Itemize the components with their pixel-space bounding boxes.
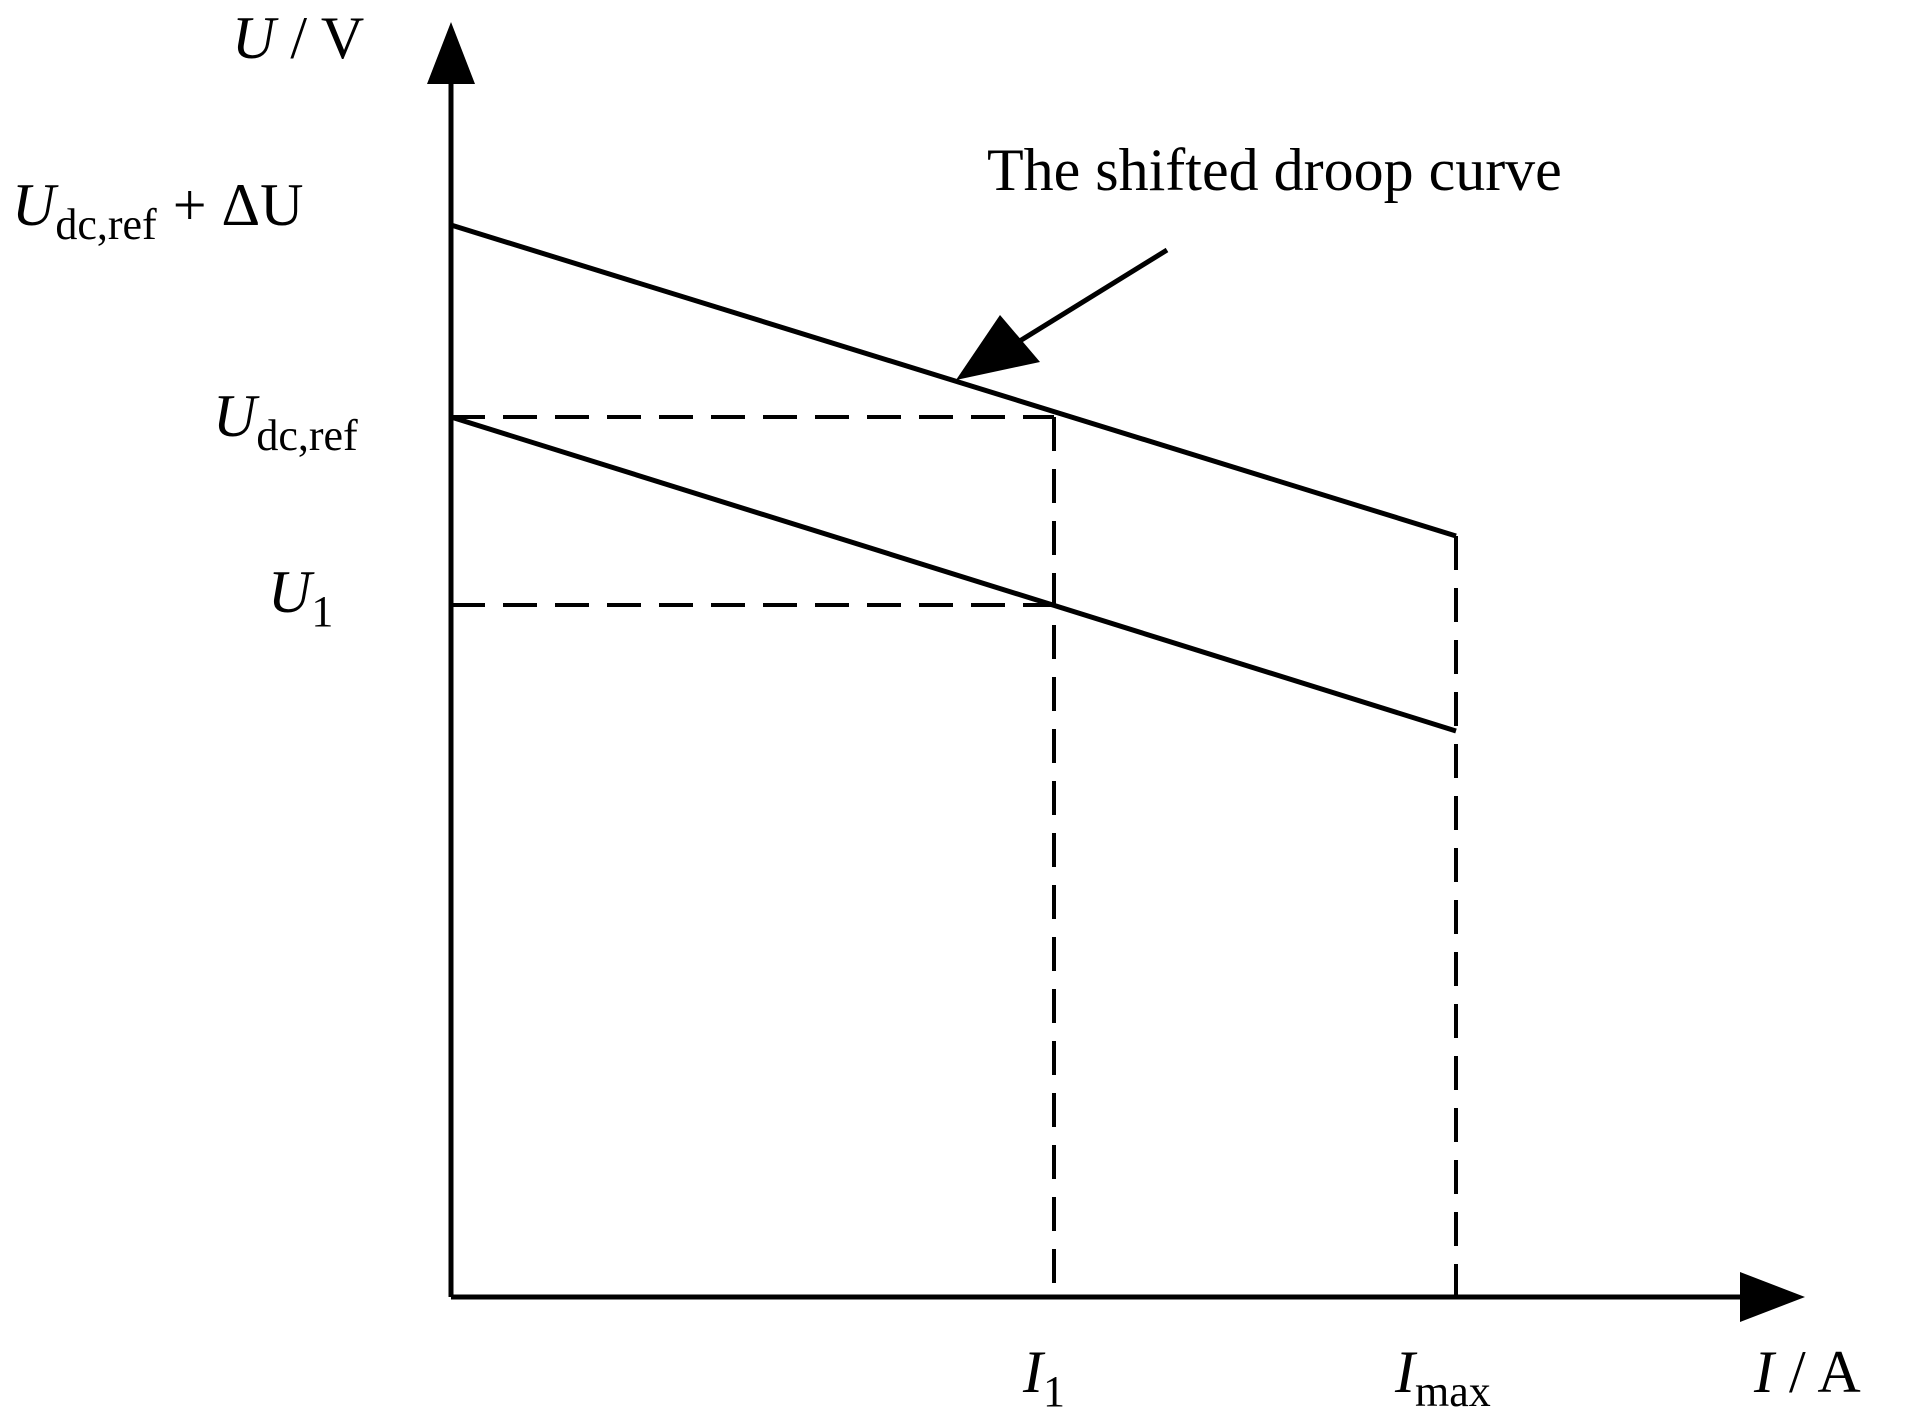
symbol: U [213,383,260,449]
symbol: U [232,5,279,71]
symbol: I [1394,1339,1418,1405]
x-axis-arrow [1740,1272,1805,1322]
subscript: 1 [311,587,333,636]
y-axis-title: U / V [232,5,364,71]
y-axis-arrow [427,22,475,84]
unit: / V [290,5,364,71]
x-label: Imax [1394,1339,1491,1416]
annotation-arrow [1008,247,1169,350]
suffix: + ΔU [173,172,304,238]
symbol: I [1753,1339,1777,1405]
droop-curve [450,414,1457,734]
annotation: The shifted droop curve [987,137,1562,203]
x-label: I1 [1022,1339,1065,1416]
symbol: I [1022,1339,1046,1405]
unit: / A [1789,1339,1861,1405]
subscript: dc,ref [55,200,157,249]
subscript: 1 [1043,1367,1065,1416]
x-axis-title: I / A [1753,1339,1861,1405]
y-label: U1 [268,559,333,636]
annotation-arrowhead [956,315,1040,380]
symbol: U [12,172,59,238]
subscript: max [1415,1367,1491,1416]
y-label: Udc,ref [213,383,358,460]
symbol: U [268,559,315,625]
shifted-droop-curve [450,222,1457,539]
y-label: Udc,ref + ΔU [12,172,303,249]
subscript: dc,ref [256,411,358,460]
